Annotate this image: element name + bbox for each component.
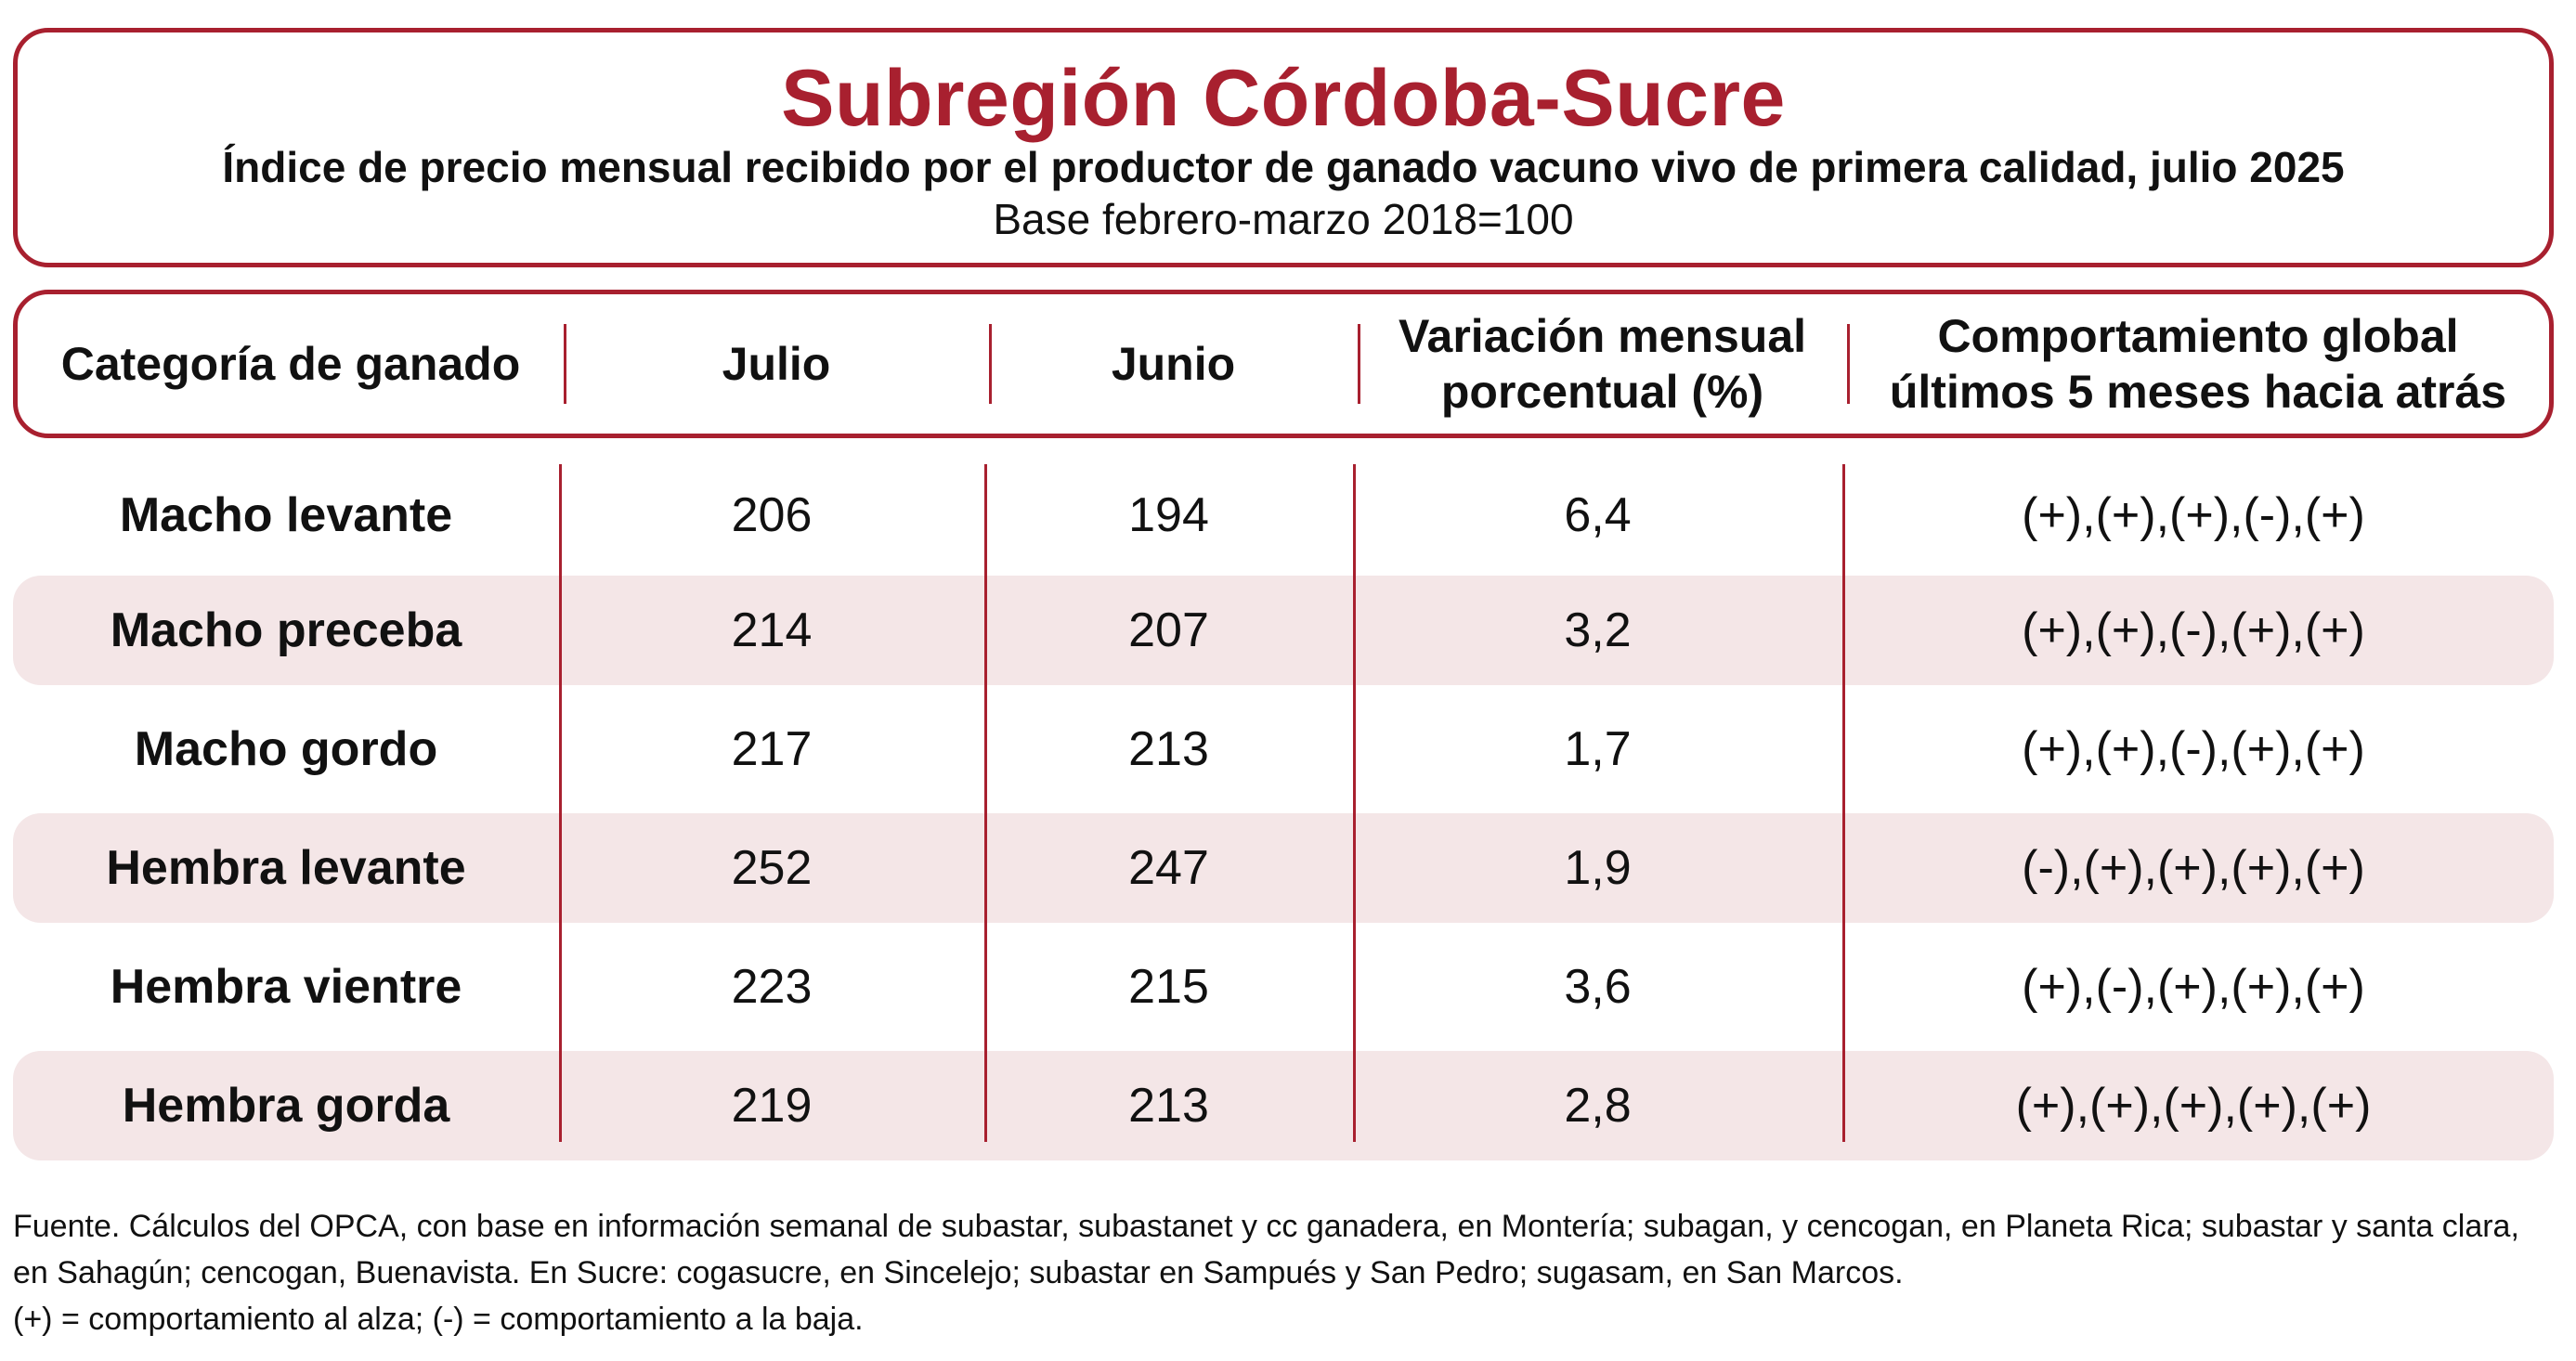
cell-categoria: Macho gordo bbox=[134, 722, 438, 776]
table-row: Macho gordo 217 213 1,7 (+),(+),(-),(+),… bbox=[13, 694, 2554, 804]
cell-categoria: Macho preceba bbox=[110, 603, 462, 657]
cell-comportamiento: (+),(+),(-),(+),(+) bbox=[2022, 722, 2365, 776]
page-subtitle: Índice de precio mensual recibido por el… bbox=[222, 143, 2345, 191]
footnote-legend: (+) = comportamiento al alza; (-) = comp… bbox=[13, 1302, 864, 1337]
cell-categoria: Hembra gorda bbox=[122, 1079, 450, 1133]
cell-junio: 213 bbox=[1128, 1079, 1209, 1133]
cell-variacion: 6,4 bbox=[1564, 488, 1632, 542]
header-divider bbox=[1358, 324, 1360, 404]
cell-julio: 217 bbox=[731, 722, 813, 776]
base-note: Base febrero-marzo 2018=100 bbox=[993, 195, 1574, 243]
source-footnote: Fuente. Cálculos del OPCA, con base en i… bbox=[13, 1203, 2557, 1342]
cell-julio: 252 bbox=[731, 841, 813, 895]
header-comportamiento: Comportamiento global últimos 5 meses ha… bbox=[1889, 310, 2507, 418]
cell-julio: 206 bbox=[731, 488, 813, 542]
cell-variacion: 2,8 bbox=[1564, 1079, 1632, 1133]
column-divider bbox=[984, 464, 987, 1142]
cell-comportamiento: (+),(+),(+),(-),(+) bbox=[2022, 488, 2365, 542]
header-divider bbox=[1847, 324, 1850, 404]
cell-variacion: 3,2 bbox=[1564, 603, 1632, 657]
header-divider bbox=[564, 324, 566, 404]
cell-junio: 213 bbox=[1128, 722, 1209, 776]
column-divider bbox=[1353, 464, 1356, 1142]
cell-variacion: 3,6 bbox=[1564, 960, 1632, 1014]
header-categoria: Categoría de ganado bbox=[60, 338, 521, 390]
footnote-line: Fuente. Cálculos del OPCA, con base en i… bbox=[13, 1209, 2519, 1244]
table-row: Macho levante 206 194 6,4 (+),(+),(+),(-… bbox=[13, 460, 2554, 570]
cell-comportamiento: (+),(+),(-),(+),(+) bbox=[2022, 603, 2365, 657]
cell-comportamiento: (+),(+),(+),(+),(+) bbox=[2015, 1079, 2372, 1133]
cell-variacion: 1,7 bbox=[1564, 722, 1632, 776]
cell-junio: 247 bbox=[1128, 841, 1209, 895]
cell-julio: 223 bbox=[731, 960, 813, 1014]
cell-julio: 219 bbox=[731, 1079, 813, 1133]
header-divider bbox=[989, 324, 992, 404]
table-row: Hembra levante 252 247 1,9 (-),(+),(+),(… bbox=[13, 813, 2554, 923]
cell-categoria: Macho levante bbox=[119, 488, 453, 542]
table-row: Hembra gorda 219 213 2,8 (+),(+),(+),(+)… bbox=[13, 1051, 2554, 1160]
cell-comportamiento: (-),(+),(+),(+),(+) bbox=[2022, 841, 2365, 895]
cell-junio: 207 bbox=[1128, 603, 1209, 657]
page-title: Subregión Córdoba-Sucre bbox=[781, 54, 1786, 143]
header-julio: Julio bbox=[722, 338, 831, 390]
table-row: Hembra vientre 223 215 3,6 (+),(-),(+),(… bbox=[13, 932, 2554, 1042]
cell-categoria: Hembra vientre bbox=[110, 960, 462, 1014]
cell-julio: 214 bbox=[731, 603, 813, 657]
cell-junio: 215 bbox=[1128, 960, 1209, 1014]
cell-junio: 194 bbox=[1128, 488, 1209, 542]
cell-categoria: Hembra levante bbox=[106, 841, 466, 895]
footnote-line: en Sahagún; cencogan, Buenavista. En Suc… bbox=[13, 1255, 1904, 1290]
header-junio: Junio bbox=[1111, 338, 1236, 390]
column-divider bbox=[559, 464, 562, 1142]
cell-variacion: 1,9 bbox=[1564, 841, 1632, 895]
column-divider bbox=[1842, 464, 1845, 1142]
cell-comportamiento: (+),(-),(+),(+),(+) bbox=[2022, 960, 2365, 1014]
table-header: Categoría de ganado Julio Junio Variació… bbox=[13, 290, 2554, 438]
title-box: Subregión Córdoba-Sucre Índice de precio… bbox=[13, 28, 2554, 267]
header-variacion: Variación mensual porcentual (%) bbox=[1398, 310, 1807, 418]
table-row: Macho preceba 214 207 3,2 (+),(+),(-),(+… bbox=[13, 576, 2554, 685]
